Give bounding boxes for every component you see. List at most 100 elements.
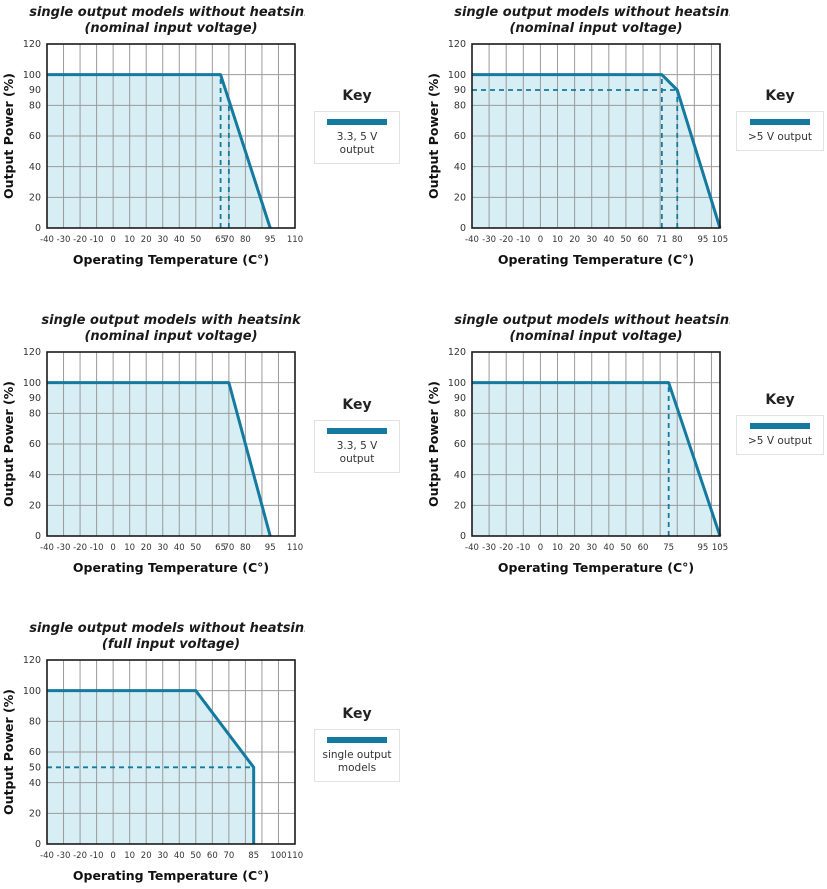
x-tick-label: -10	[516, 543, 530, 553]
y-tick-label: 90	[29, 85, 41, 96]
y-tick-label: 120	[23, 347, 41, 358]
key-label: single output models	[322, 749, 392, 775]
series-line	[47, 689, 256, 844]
x-tick-label: 65	[215, 235, 226, 245]
x-tick-label: -10	[90, 235, 104, 245]
series-line	[472, 73, 722, 229]
y-tick-label: 60	[29, 131, 41, 142]
x-axis-label: Operating Temperature (C°)	[498, 252, 694, 267]
y-tick-label: 20	[29, 501, 41, 512]
x-axis-label: Operating Temperature (C°)	[73, 560, 269, 575]
y-tick-label: 100	[448, 70, 466, 81]
x-tick-label: 10	[124, 235, 135, 245]
chart-title-line1: single output models without heatsink	[454, 313, 730, 328]
series-line	[47, 381, 272, 537]
y-axis-label: Output Power (%)	[1, 73, 16, 199]
x-tick-label: 30	[157, 851, 168, 861]
y-tick-label: 40	[29, 778, 41, 789]
x-tick-label: -10	[90, 851, 104, 861]
x-tick-label: 40	[174, 851, 185, 861]
y-axis-label: Output Power (%)	[1, 381, 16, 507]
y-axis-label: Output Power (%)	[426, 381, 441, 507]
x-tick-label: 70	[223, 235, 234, 245]
chart-without-heatsink-nominal-gt5v-2: single output models without heatsink (no…	[425, 308, 739, 578]
key-title: Key	[765, 88, 795, 104]
key-label: 3.3, 5 V output	[336, 131, 378, 157]
chart-title-line1: single output models with heatsink	[41, 313, 302, 328]
key-panel-5: Key single output models	[314, 706, 400, 783]
plot-border	[471, 351, 721, 537]
x-tick-label: 40	[603, 543, 614, 553]
x-tick-label: -40	[465, 235, 479, 245]
key-swatch-line	[327, 737, 387, 743]
x-tick-label: 30	[586, 235, 597, 245]
shaded-region	[47, 382, 271, 536]
x-tick-label: 50	[621, 235, 632, 245]
key-swatch-line	[749, 119, 811, 125]
x-tick-label: 50	[190, 235, 201, 245]
x-tick-label: -30	[482, 543, 496, 553]
y-tick-label: 40	[454, 162, 466, 173]
y-tick-label: 100	[448, 378, 466, 389]
key-box: 3.3, 5 V output	[314, 420, 400, 474]
x-tick-label: 10	[552, 543, 563, 553]
chart-title-line2: (full input voltage)	[102, 637, 240, 652]
chart-title-line1: single output models without heatsink	[29, 5, 305, 20]
x-tick-label: 0	[110, 543, 115, 553]
y-tick-label: 120	[448, 39, 466, 50]
chart-title-line2: (nominal input voltage)	[509, 21, 682, 36]
key-swatch-line	[327, 428, 387, 434]
x-tick-label: -10	[516, 235, 530, 245]
y-tick-label: 100	[23, 686, 41, 697]
y-tick-label: 100	[23, 378, 41, 389]
y-tick-label: 60	[29, 747, 41, 758]
y-tick-label: 0	[35, 223, 41, 234]
y-tick-label: 80	[29, 717, 41, 728]
x-tick-label: 10	[552, 235, 563, 245]
chart-with-heatsink-nominal-33-5v: single output models with heatsink (nomin…	[0, 308, 305, 578]
x-tick-label: 40	[603, 235, 614, 245]
key-swatch-line	[327, 119, 387, 125]
x-tick-label: 80	[672, 235, 683, 245]
y-tick-label: 40	[29, 162, 41, 173]
x-tick-label: 30	[586, 543, 597, 553]
x-tick-label: 95	[265, 235, 276, 245]
x-tick-label: 20	[141, 235, 152, 245]
key-panel-4: Key >5 V output	[736, 392, 824, 456]
x-tick-label: -40	[465, 543, 479, 553]
key-label: >5 V output	[748, 435, 812, 447]
key-title: Key	[342, 397, 372, 413]
y-tick-label: 20	[29, 193, 41, 204]
key-title: Key	[342, 706, 372, 722]
key-box: >5 V output	[736, 111, 824, 152]
x-tick-label: 71	[656, 235, 667, 245]
shaded-region	[472, 74, 720, 229]
y-tick-label: 40	[454, 470, 466, 481]
x-tick-label: 95	[265, 543, 276, 553]
key-box: 3.3, 5 V output	[314, 111, 400, 165]
y-tick-label: 0	[460, 531, 466, 542]
x-tick-label: -30	[57, 543, 71, 553]
x-tick-label: 20	[569, 543, 580, 553]
x-tick-label: -30	[57, 851, 71, 861]
key-label: >5 V output	[748, 131, 812, 143]
x-tick-label: 80	[240, 235, 251, 245]
y-tick-label: 60	[29, 439, 41, 450]
x-tick-label: 70	[223, 543, 234, 553]
y-tick-label: 80	[29, 409, 41, 420]
x-tick-label: -20	[499, 235, 513, 245]
key-title: Key	[342, 88, 372, 104]
x-tick-label: 50	[190, 543, 201, 553]
x-tick-label: 20	[569, 235, 580, 245]
key-title: Key	[765, 392, 795, 408]
x-tick-label: -10	[90, 543, 104, 553]
x-tick-label: 105	[712, 235, 728, 245]
key-panel-1: Key 3.3, 5 V output	[314, 88, 400, 165]
x-tick-label: -40	[40, 235, 54, 245]
x-tick-label: 30	[157, 543, 168, 553]
chart-canvas: single output models without heatsink(no…	[1, 5, 314, 267]
shaded-region	[47, 74, 271, 229]
y-tick-label: 80	[454, 409, 466, 420]
x-tick-label: -30	[57, 235, 71, 245]
